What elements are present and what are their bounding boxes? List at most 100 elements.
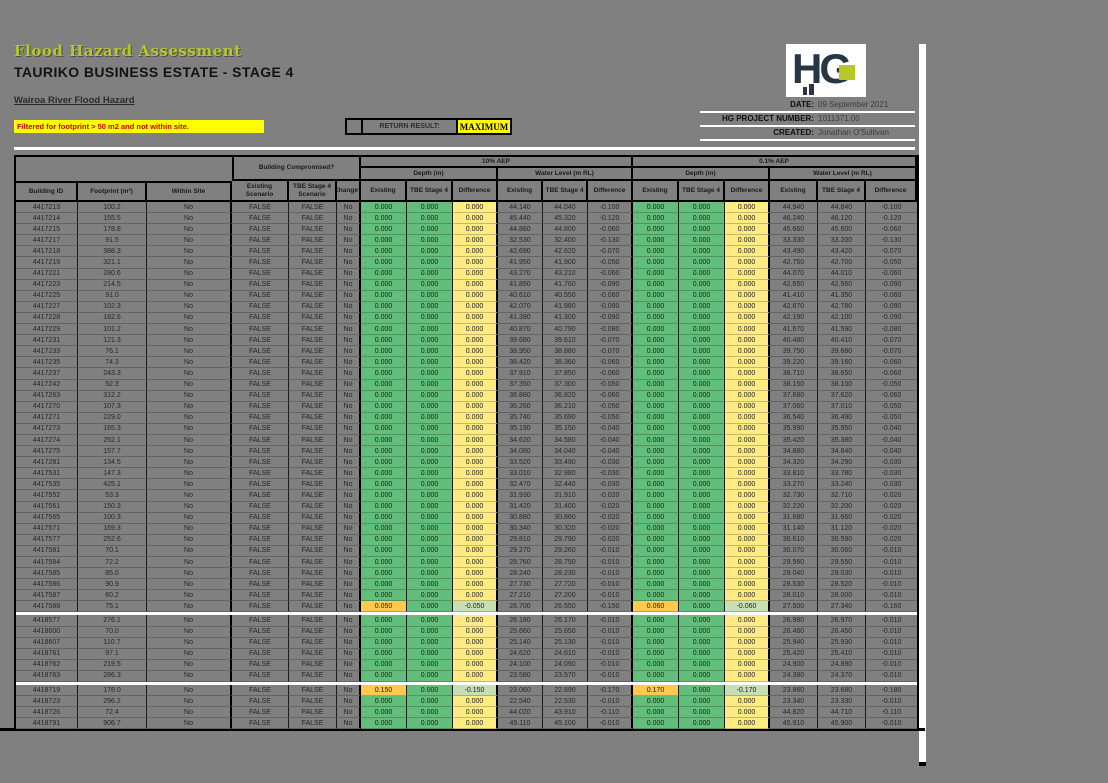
cell-within-site: No <box>147 446 232 458</box>
cell-stage4-scenario: FALSE <box>289 501 337 513</box>
cell-aep10-wl-existing: 40.610 <box>498 290 543 302</box>
cell-change: No <box>337 685 361 697</box>
header-group-compromised: Building Compromised? <box>232 157 361 181</box>
cell-change: No <box>337 346 361 358</box>
cell-building-id: 4417263 <box>16 390 78 402</box>
cell-within-site: No <box>147 534 232 546</box>
cell-within-site: No <box>147 346 232 358</box>
cell-aep10-wl-stage4: 27.720 <box>543 579 588 591</box>
cell-stage4-scenario: FALSE <box>289 301 337 313</box>
created-row: CREATED: Jonathan O'Sullivan <box>700 126 915 141</box>
cell-footprint: 90.9 <box>78 579 147 591</box>
cell-within-site: No <box>147 648 232 660</box>
cell-aep10-wl-existing: 45.440 <box>498 213 543 225</box>
cell-aep01-depth-existing: 0.000 <box>633 235 679 247</box>
cell-existing-scenario: FALSE <box>232 523 289 535</box>
cell-aep01-depth-diff: 0.000 <box>725 718 770 730</box>
cell-aep01-wl-stage4: 39.680 <box>818 346 866 358</box>
cell-change: No <box>337 490 361 502</box>
cell-footprint: 101.2 <box>78 324 147 336</box>
cell-stage4-scenario: FALSE <box>289 246 337 258</box>
cell-aep01-depth-diff: 0.000 <box>725 368 770 380</box>
cell-aep10-depth-stage4: 0.000 <box>407 512 453 524</box>
return-result-value[interactable]: MAXIMUM <box>458 120 510 133</box>
cell-building-id: 4417233 <box>16 346 78 358</box>
cell-aep01-depth-diff: 0.000 <box>725 707 770 719</box>
cell-aep01-wl-existing: 38.710 <box>770 368 818 380</box>
cell-building-id: 4417229 <box>16 324 78 336</box>
cell-existing-scenario: FALSE <box>232 423 289 435</box>
cell-aep10-wl-existing: 43.270 <box>498 268 543 280</box>
cell-aep01-wl-stage4: 43.420 <box>818 246 866 258</box>
cell-aep01-depth-diff: 0.000 <box>725 346 770 358</box>
cell-aep10-depth-stage4: 0.000 <box>407 246 453 258</box>
cell-footprint: 150.3 <box>78 501 147 513</box>
cell-building-id: 4417214 <box>16 213 78 225</box>
cell-change: No <box>337 379 361 391</box>
cell-within-site: No <box>147 601 232 613</box>
row-separator <box>16 682 917 686</box>
cell-change: No <box>337 324 361 336</box>
cell-aep01-depth-diff: 0.000 <box>725 434 770 447</box>
cell-stage4-scenario: FALSE <box>289 545 337 557</box>
cell-footprint: 107.3 <box>78 401 147 413</box>
cell-existing-scenario: FALSE <box>232 534 289 546</box>
cell-within-site: No <box>147 423 232 435</box>
cell-aep01-wl-existing: 38.150 <box>770 379 818 391</box>
cell-aep10-depth-existing: 0.150 <box>361 685 407 697</box>
cell-within-site: No <box>147 545 232 557</box>
cell-footprint: 243.3 <box>78 368 147 380</box>
cell-change: No <box>337 545 361 557</box>
cell-aep10-depth-stage4: 0.000 <box>407 390 453 402</box>
cell-aep01-wl-diff: -0.060 <box>866 391 917 402</box>
cell-aep10-depth-stage4: 0.000 <box>407 501 453 513</box>
page-title-assessment: Flood Hazard Assessment <box>14 42 242 60</box>
cell-footprint: 182.6 <box>78 312 147 325</box>
cell-aep01-depth-stage4: 0.000 <box>679 490 725 502</box>
cell-aep10-wl-existing: 38.950 <box>498 346 543 358</box>
cell-aep01-wl-existing: 31.680 <box>770 512 818 524</box>
cell-aep10-wl-stage4: 41.900 <box>543 257 588 269</box>
cell-aep01-wl-stage4: 30.060 <box>818 545 866 557</box>
cell-aep10-depth-existing: 0.000 <box>361 707 407 719</box>
cell-aep10-wl-existing: 23.580 <box>498 670 543 683</box>
cell-aep01-wl-stage4: 25.930 <box>818 637 866 649</box>
cell-aep01-depth-diff: 0.000 <box>725 659 770 671</box>
cell-aep10-depth-existing: 0.000 <box>361 568 407 580</box>
cell-aep10-depth-existing: 0.000 <box>361 512 407 524</box>
cell-aep01-wl-existing: 45.910 <box>770 718 818 730</box>
cell-building-id: 4418577 <box>16 615 78 627</box>
cell-aep01-depth-stage4: 0.000 <box>679 412 725 424</box>
cell-building-id: 4417275 <box>16 446 78 458</box>
cell-aep10-depth-existing: 0.000 <box>361 412 407 424</box>
cell-aep10-wl-stage4: 31.400 <box>543 501 588 513</box>
cell-stage4-scenario: FALSE <box>289 626 337 638</box>
cell-aep01-depth-diff: 0.000 <box>725 224 770 236</box>
cell-change: No <box>337 479 361 491</box>
cell-aep10-depth-stage4: 0.000 <box>407 718 453 730</box>
cell-aep10-wl-stage4: 24.610 <box>543 648 588 660</box>
cell-aep01-depth-diff: 0.000 <box>725 568 770 580</box>
cell-aep01-wl-stage4: 34.840 <box>818 446 866 458</box>
top-white-rule <box>14 147 915 150</box>
cell-building-id: 4417587 <box>16 590 78 602</box>
cell-aep01-depth-existing: 0.000 <box>633 312 679 325</box>
cell-aep10-wl-existing: 28.760 <box>498 557 543 569</box>
cell-within-site: No <box>147 523 232 535</box>
cell-building-id: 4418762 <box>16 659 78 671</box>
cell-aep10-wl-diff: -0.010 <box>588 568 633 580</box>
cell-aep01-wl-diff: -0.010 <box>866 671 917 683</box>
cell-aep01-depth-existing: 0.000 <box>633 412 679 424</box>
cell-stage4-scenario: FALSE <box>289 718 337 730</box>
cell-aep01-depth-existing: 0.000 <box>633 670 679 683</box>
cell-within-site: No <box>147 659 232 671</box>
cell-aep01-depth-stage4: 0.000 <box>679 523 725 535</box>
cell-aep01-wl-existing: 32.730 <box>770 490 818 502</box>
cell-aep01-depth-stage4: 0.000 <box>679 601 725 613</box>
cell-within-site: No <box>147 626 232 638</box>
cell-footprint: 100.3 <box>78 512 147 524</box>
cell-existing-scenario: FALSE <box>232 490 289 502</box>
cell-aep01-depth-stage4: 0.000 <box>679 279 725 291</box>
cell-aep01-depth-stage4: 0.000 <box>679 301 725 313</box>
cell-aep01-depth-existing: 0.000 <box>633 268 679 280</box>
